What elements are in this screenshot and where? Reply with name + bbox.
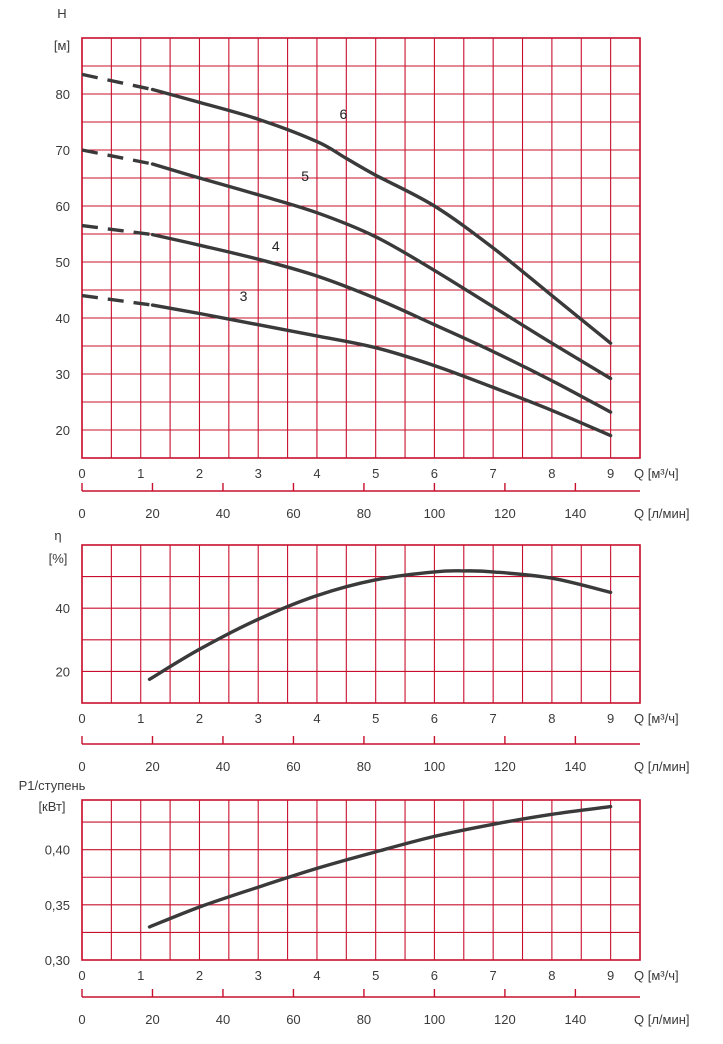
power-secondary-tick-label: 40 (216, 1012, 230, 1027)
head-x-tick-label: 3 (255, 466, 262, 481)
power-x-axis-label: Q [м³/ч] (634, 968, 679, 983)
power-curve-P1 (147, 804, 613, 929)
head-curve-5-extrapolation (81, 148, 153, 166)
power-x-tick-label: 1 (137, 968, 144, 983)
head-x-tick-label: 9 (607, 466, 614, 481)
head-secondary-tick-label: 120 (494, 506, 516, 521)
efficiency-x-axis-label: Q [м³/ч] (634, 711, 679, 726)
head-curve-label-3: 3 (240, 288, 248, 304)
efficiency-x-tick-label: 1 (137, 711, 144, 726)
head-secondary-tick-label: 140 (565, 506, 587, 521)
head-y-axis-label: [м] (54, 38, 70, 53)
head-curve-label-4: 4 (272, 238, 280, 254)
power-x-tick-label: 4 (313, 968, 320, 983)
power-secondary-tick-label: 120 (494, 1012, 516, 1027)
efficiency-secondary-tick-label: 20 (145, 759, 159, 774)
power-x-tick-label: 2 (196, 968, 203, 983)
head-y-tick-label: 60 (56, 199, 70, 214)
power-y-tick-label: 0,40 (45, 843, 70, 858)
power-secondary-tick-label: 80 (357, 1012, 371, 1027)
head-y-tick-label: 20 (56, 423, 70, 438)
head-x-tick-label: 8 (548, 466, 555, 481)
efficiency-secondary-tick-label: 140 (565, 759, 587, 774)
efficiency-secondary-tick-label: 60 (286, 759, 300, 774)
head-secondary-tick-label: 80 (357, 506, 371, 521)
head-x-tick-label: 5 (372, 466, 379, 481)
head-y-tick-label: 80 (56, 87, 70, 102)
power-x-tick-label: 6 (431, 968, 438, 983)
efficiency-secondary-axis-label: Q [л/мин] (634, 759, 690, 774)
head-x-tick-label: 7 (490, 466, 497, 481)
efficiency-x-tick-label: 5 (372, 711, 379, 726)
head-secondary-axis-label: Q [л/мин] (634, 506, 690, 521)
power-plot-frame (81, 799, 641, 961)
power-x-tick-label: 8 (548, 968, 555, 983)
efficiency-secondary-tick-label: 100 (424, 759, 446, 774)
head-curve-4 (150, 232, 613, 414)
head-secondary-tick-label: 40 (216, 506, 230, 521)
head-x-tick-label: 0 (78, 466, 85, 481)
head-y-axis-label: H (57, 6, 66, 21)
head-y-tick-label: 30 (56, 367, 70, 382)
head-x-axis-label: Q [м³/ч] (634, 466, 679, 481)
power-secondary-tick-label: 20 (145, 1012, 159, 1027)
head-curve-6 (150, 87, 613, 345)
efficiency-secondary-tick-label: 120 (494, 759, 516, 774)
efficiency-secondary-tick-label: 40 (216, 759, 230, 774)
power-secondary-tick-label: 0 (78, 1012, 85, 1027)
head-y-tick-label: 70 (56, 143, 70, 158)
head-curve-3-extrapolation (81, 293, 153, 307)
head-curve-label-5: 5 (301, 168, 309, 184)
power-secondary-tick-label: 60 (286, 1012, 300, 1027)
power-y-tick-label: 0,30 (45, 953, 70, 968)
power-secondary-tick-label: 100 (424, 1012, 446, 1027)
efficiency-x-tick-label: 4 (313, 711, 320, 726)
head-curve-6-extrapolation (81, 72, 153, 92)
power-y-axis-label: [кВт] (38, 799, 65, 814)
head-plot-frame (81, 37, 641, 459)
head-x-tick-label: 6 (431, 466, 438, 481)
power-y-tick-label: 0,35 (45, 898, 70, 913)
head-curve-label-6: 6 (339, 106, 347, 122)
head-secondary-tick-label: 0 (78, 506, 85, 521)
efficiency-x-tick-label: 6 (431, 711, 438, 726)
head-curve-5 (150, 162, 613, 381)
power-secondary-axis-label: Q [л/мин] (634, 1012, 690, 1027)
efficiency-y-tick-label: 20 (56, 664, 70, 679)
head-x-tick-label: 4 (313, 466, 320, 481)
head-curve-4-extrapolation (81, 223, 153, 237)
power-x-tick-label: 5 (372, 968, 379, 983)
power-secondary-tick-label: 140 (565, 1012, 587, 1027)
efficiency-secondary-tick-label: 80 (357, 759, 371, 774)
efficiency-secondary-tick-label: 0 (78, 759, 85, 774)
power-x-tick-label: 0 (78, 968, 85, 983)
efficiency-x-tick-label: 8 (548, 711, 555, 726)
efficiency-x-tick-label: 2 (196, 711, 203, 726)
power-y-axis-label: P1/ступень (19, 778, 86, 793)
head-y-tick-label: 40 (56, 311, 70, 326)
power-x-tick-label: 3 (255, 968, 262, 983)
efficiency-y-tick-label: 40 (56, 601, 70, 616)
efficiency-y-axis-label: [%] (49, 551, 68, 566)
efficiency-curve-η (147, 569, 613, 681)
efficiency-x-tick-label: 0 (78, 711, 85, 726)
efficiency-x-tick-label: 3 (255, 711, 262, 726)
power-x-tick-label: 9 (607, 968, 614, 983)
power-x-tick-label: 7 (490, 968, 497, 983)
head-y-tick-label: 50 (56, 255, 70, 270)
efficiency-x-tick-label: 9 (607, 711, 614, 726)
head-x-tick-label: 1 (137, 466, 144, 481)
head-secondary-tick-label: 60 (286, 506, 300, 521)
efficiency-plot-frame (81, 544, 641, 704)
head-secondary-tick-label: 100 (424, 506, 446, 521)
efficiency-x-tick-label: 7 (490, 711, 497, 726)
head-secondary-tick-label: 20 (145, 506, 159, 521)
head-x-tick-label: 2 (196, 466, 203, 481)
efficiency-y-axis-label: η (54, 528, 61, 543)
head-curve-3 (150, 303, 613, 438)
